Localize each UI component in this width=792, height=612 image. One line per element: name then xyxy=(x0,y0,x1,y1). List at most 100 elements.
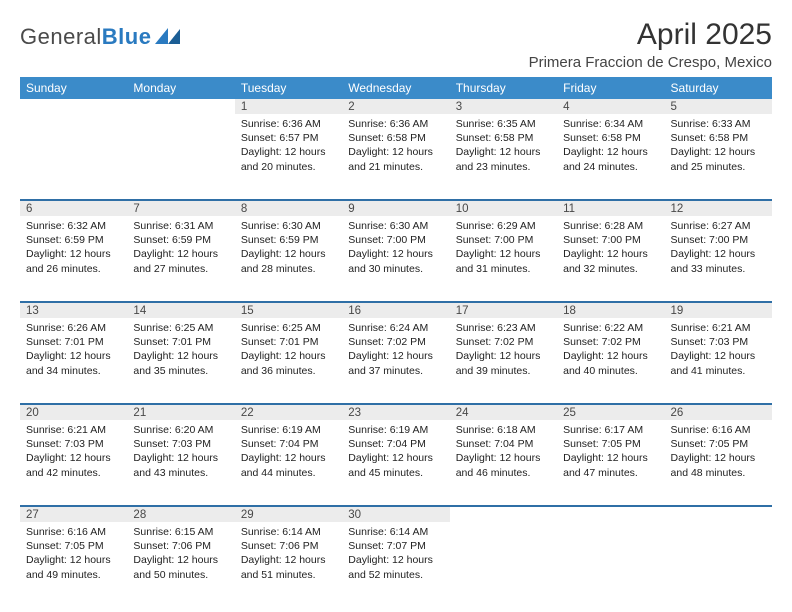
sunset-line: Sunset: 7:02 PM xyxy=(348,335,443,349)
day-number-cell: 2 xyxy=(342,99,449,114)
day-number-cell xyxy=(665,506,772,522)
day-content-cell: Sunrise: 6:30 AMSunset: 6:59 PMDaylight:… xyxy=(235,216,342,302)
daylight-line: Daylight: 12 hours and 26 minutes. xyxy=(26,247,121,275)
logo-text: GeneralBlue xyxy=(20,24,151,50)
day-number-cell: 1 xyxy=(235,99,342,114)
day-content-cell: Sunrise: 6:32 AMSunset: 6:59 PMDaylight:… xyxy=(20,216,127,302)
weekday-header: Thursday xyxy=(450,77,557,99)
sunset-line: Sunset: 7:00 PM xyxy=(563,233,658,247)
day-number-cell: 5 xyxy=(665,99,772,114)
day-content-row: Sunrise: 6:36 AMSunset: 6:57 PMDaylight:… xyxy=(20,114,772,200)
day-content-cell: Sunrise: 6:31 AMSunset: 6:59 PMDaylight:… xyxy=(127,216,234,302)
weekday-header: Friday xyxy=(557,77,664,99)
sunset-line: Sunset: 7:03 PM xyxy=(671,335,766,349)
day-content-cell xyxy=(127,114,234,200)
day-number-cell: 16 xyxy=(342,302,449,318)
weekday-header: Saturday xyxy=(665,77,772,99)
sunrise-line: Sunrise: 6:19 AM xyxy=(241,423,336,437)
daylight-line: Daylight: 12 hours and 33 minutes. xyxy=(671,247,766,275)
sunset-line: Sunset: 7:04 PM xyxy=(241,437,336,451)
sunrise-line: Sunrise: 6:18 AM xyxy=(456,423,551,437)
day-number-row: 12345 xyxy=(20,99,772,114)
sunset-line: Sunset: 6:59 PM xyxy=(26,233,121,247)
day-number-cell: 7 xyxy=(127,200,234,216)
daylight-line: Daylight: 12 hours and 25 minutes. xyxy=(671,145,766,173)
sunrise-line: Sunrise: 6:34 AM xyxy=(563,117,658,131)
day-number-cell: 8 xyxy=(235,200,342,216)
sunset-line: Sunset: 7:03 PM xyxy=(26,437,121,451)
sunrise-line: Sunrise: 6:23 AM xyxy=(456,321,551,335)
sunrise-line: Sunrise: 6:35 AM xyxy=(456,117,551,131)
sunset-line: Sunset: 7:02 PM xyxy=(563,335,658,349)
sunrise-line: Sunrise: 6:25 AM xyxy=(241,321,336,335)
daylight-line: Daylight: 12 hours and 31 minutes. xyxy=(456,247,551,275)
sunset-line: Sunset: 7:00 PM xyxy=(671,233,766,247)
sunrise-line: Sunrise: 6:21 AM xyxy=(26,423,121,437)
sunrise-line: Sunrise: 6:27 AM xyxy=(671,219,766,233)
sunrise-line: Sunrise: 6:16 AM xyxy=(26,525,121,539)
day-number-cell: 9 xyxy=(342,200,449,216)
sunset-line: Sunset: 7:02 PM xyxy=(456,335,551,349)
day-content-cell: Sunrise: 6:22 AMSunset: 7:02 PMDaylight:… xyxy=(557,318,664,404)
daylight-line: Daylight: 12 hours and 52 minutes. xyxy=(348,553,443,581)
day-number-cell: 13 xyxy=(20,302,127,318)
daylight-line: Daylight: 12 hours and 46 minutes. xyxy=(456,451,551,479)
day-number-cell: 10 xyxy=(450,200,557,216)
sunset-line: Sunset: 6:58 PM xyxy=(456,131,551,145)
day-number-cell: 29 xyxy=(235,506,342,522)
sunrise-line: Sunrise: 6:24 AM xyxy=(348,321,443,335)
daylight-line: Daylight: 12 hours and 20 minutes. xyxy=(241,145,336,173)
day-content-cell: Sunrise: 6:19 AMSunset: 7:04 PMDaylight:… xyxy=(342,420,449,506)
day-number-cell xyxy=(450,506,557,522)
daylight-line: Daylight: 12 hours and 24 minutes. xyxy=(563,145,658,173)
day-content-cell: Sunrise: 6:21 AMSunset: 7:03 PMDaylight:… xyxy=(665,318,772,404)
weekday-header: Wednesday xyxy=(342,77,449,99)
daylight-line: Daylight: 12 hours and 37 minutes. xyxy=(348,349,443,377)
day-number-row: 20212223242526 xyxy=(20,404,772,420)
day-content-cell: Sunrise: 6:29 AMSunset: 7:00 PMDaylight:… xyxy=(450,216,557,302)
day-content-cell: Sunrise: 6:14 AMSunset: 7:06 PMDaylight:… xyxy=(235,522,342,608)
weekday-header-row: SundayMondayTuesdayWednesdayThursdayFrid… xyxy=(20,77,772,99)
day-number-cell xyxy=(20,99,127,114)
sunset-line: Sunset: 6:58 PM xyxy=(348,131,443,145)
day-content-row: Sunrise: 6:26 AM Sunset: 7:01 PM Daylight:… xyxy=(20,318,772,404)
day-number-row: 6789101112 xyxy=(20,200,772,216)
location-label: Primera Fraccion de Crespo, Mexico xyxy=(529,54,772,71)
logo-part2: Blue xyxy=(102,24,152,49)
day-content-cell: Sunrise: 6:14 AMSunset: 7:07 PMDaylight:… xyxy=(342,522,449,608)
title-block: April 2025 Primera Fraccion de Crespo, M… xyxy=(529,18,772,71)
daylight-line: Daylight: 12 hours and 42 minutes. xyxy=(26,451,121,479)
header: GeneralBlue April 2025 Primera Fraccion … xyxy=(20,18,772,71)
day-number-cell: 11 xyxy=(557,200,664,216)
day-content-cell: Sunrise: 6:33 AMSunset: 6:58 PMDaylight:… xyxy=(665,114,772,200)
day-content-cell: Sunrise: 6:26 AMSunset: 7:01 PMDaylight:… xyxy=(20,318,127,404)
day-content-cell: Sunrise: 6:23 AMSunset: 7:02 PMDaylight:… xyxy=(450,318,557,404)
day-content-cell xyxy=(20,114,127,200)
day-number-row: 27282930 xyxy=(20,506,772,522)
sunset-line: Sunset: 7:05 PM xyxy=(671,437,766,451)
day-content-cell: Sunrise: 6:20 AMSunset: 7:03 PMDaylight:… xyxy=(127,420,234,506)
day-content-cell: Sunrise: 6:25 AMSunset: 7:01 PMDaylight:… xyxy=(235,318,342,404)
day-number-cell: 23 xyxy=(342,404,449,420)
sunset-line: Sunset: 7:04 PM xyxy=(456,437,551,451)
sunset-line: Sunset: 6:57 PM xyxy=(241,131,336,145)
sunrise-line: Sunrise: 6:29 AM xyxy=(456,219,551,233)
day-content-row: Sunrise: 6:16 AMSunset: 7:05 PMDaylight:… xyxy=(20,522,772,608)
day-content-cell: Sunrise: 6:36 AMSunset: 6:58 PMDaylight:… xyxy=(342,114,449,200)
sunrise-line: Sunrise: 6:26 AM xyxy=(26,321,121,335)
day-number-cell xyxy=(127,99,234,114)
sunset-line: Sunset: 7:06 PM xyxy=(241,539,336,553)
day-content-cell xyxy=(665,522,772,608)
sunrise-line: Sunrise: 6:36 AM xyxy=(348,117,443,131)
sunrise-line: Sunrise: 6:33 AM xyxy=(671,117,766,131)
day-number-row: 13141516171819 xyxy=(20,302,772,318)
day-content-cell: Sunrise: 6:35 AMSunset: 6:58 PMDaylight:… xyxy=(450,114,557,200)
day-content-cell: Sunrise: 6:25 AMSunset: 7:01 PMDaylight:… xyxy=(127,318,234,404)
day-number-cell: 15 xyxy=(235,302,342,318)
day-content-cell: Sunrise: 6:21 AMSunset: 7:03 PMDaylight:… xyxy=(20,420,127,506)
day-content-cell: Sunrise: 6:18 AMSunset: 7:04 PMDaylight:… xyxy=(450,420,557,506)
day-content-row: Sunrise: 6:32 AMSunset: 6:59 PMDaylight:… xyxy=(20,216,772,302)
sunset-line: Sunset: 7:01 PM xyxy=(133,335,228,349)
page-title: April 2025 xyxy=(529,18,772,52)
daylight-line: Daylight: 12 hours and 48 minutes. xyxy=(671,451,766,479)
